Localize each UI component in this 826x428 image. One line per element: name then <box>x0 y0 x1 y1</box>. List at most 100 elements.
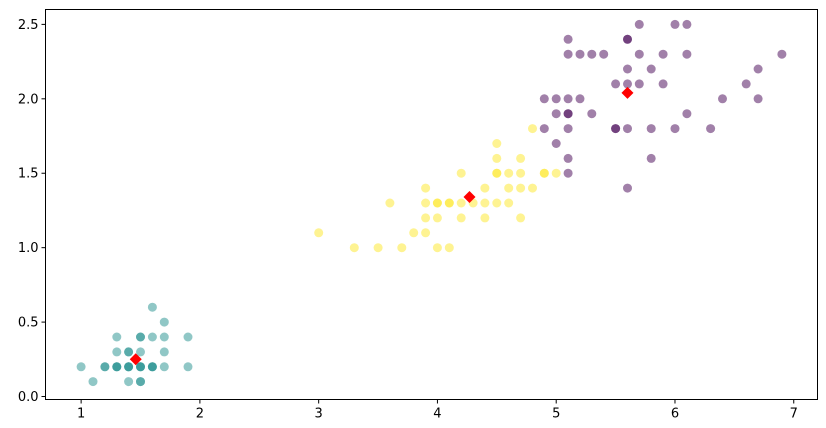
data-point-series-3 <box>611 79 621 89</box>
data-point-series-3 <box>551 139 561 148</box>
x-tick-label: 6 <box>671 407 679 422</box>
y-tick-label: 2.5 <box>18 18 39 33</box>
data-point-series-2 <box>492 168 502 178</box>
data-point-series-2 <box>444 198 454 208</box>
data-point-series-3 <box>563 94 573 104</box>
data-point-series-2 <box>349 243 359 253</box>
data-point-series-1 <box>136 332 145 342</box>
data-point-series-3 <box>753 64 763 74</box>
data-point-series-2 <box>480 213 490 223</box>
data-point-series-3 <box>658 79 668 89</box>
data-point-series-3 <box>563 34 573 44</box>
data-point-series-3 <box>575 94 585 104</box>
data-point-series-1 <box>124 377 134 387</box>
data-point-series-3 <box>587 49 597 59</box>
data-point-series-3 <box>682 49 692 59</box>
data-point-series-1 <box>159 362 169 372</box>
data-point-series-3 <box>646 64 656 74</box>
data-point-series-3 <box>551 109 561 119</box>
data-point-series-3 <box>539 124 549 134</box>
data-point-series-3 <box>623 183 632 193</box>
y-tick-label: 1.0 <box>18 241 39 256</box>
data-point-series-2 <box>456 198 466 208</box>
data-point-series-3 <box>670 19 680 29</box>
data-point-series-2 <box>492 198 502 208</box>
data-point-series-1 <box>136 362 145 372</box>
data-point-series-1 <box>183 332 193 342</box>
data-point-series-3 <box>575 49 585 59</box>
data-point-series-2 <box>492 153 502 163</box>
x-tick-label: 3 <box>315 407 323 422</box>
data-point-series-3 <box>753 94 763 104</box>
data-point-series-3 <box>551 94 561 104</box>
data-point-series-1 <box>124 362 134 372</box>
data-point-series-2 <box>421 183 431 193</box>
x-tick-label: 5 <box>552 407 560 422</box>
data-point-series-2 <box>516 213 526 223</box>
data-point-series-2 <box>373 243 383 253</box>
data-point-series-2 <box>516 183 526 193</box>
data-point-series-3 <box>646 124 656 134</box>
x-tick-label: 4 <box>433 407 441 422</box>
data-point-series-2 <box>421 198 431 208</box>
data-point-series-3 <box>670 124 680 134</box>
data-point-series-3 <box>623 64 632 74</box>
y-tick-label: 1.5 <box>18 167 39 182</box>
data-point-series-2 <box>444 243 454 253</box>
data-point-series-1 <box>76 362 86 372</box>
data-point-series-2 <box>551 168 561 178</box>
y-tick-label: 2.0 <box>18 92 39 107</box>
data-point-series-2 <box>432 198 442 208</box>
data-point-series-2 <box>528 124 537 134</box>
plot-frame <box>45 9 818 400</box>
y-tick-label: 0.5 <box>18 316 39 331</box>
data-point-series-1 <box>112 332 122 342</box>
data-point-series-2 <box>432 213 442 223</box>
data-point-series-1 <box>124 347 134 357</box>
data-point-series-3 <box>682 109 692 119</box>
data-point-series-3 <box>658 49 668 59</box>
data-point-series-3 <box>563 168 573 178</box>
data-point-series-3 <box>634 19 644 29</box>
data-point-series-3 <box>741 79 751 89</box>
points-layer <box>76 19 787 387</box>
data-point-series-2 <box>539 168 549 178</box>
data-point-series-2 <box>492 139 502 148</box>
data-point-series-2 <box>421 213 431 223</box>
data-point-series-2 <box>409 228 419 238</box>
data-point-series-1 <box>159 317 169 327</box>
data-point-series-2 <box>456 168 466 178</box>
y-axis: 0.0 0.5 1.0 1.5 2.0 2.5 <box>18 18 46 405</box>
data-point-series-3 <box>587 109 597 119</box>
x-tick-label: 7 <box>790 407 798 422</box>
data-point-series-3 <box>634 79 644 89</box>
data-point-series-3 <box>611 124 621 134</box>
data-point-series-1 <box>147 332 157 342</box>
data-point-series-1 <box>112 347 122 357</box>
data-point-series-2 <box>528 183 537 193</box>
data-point-series-1 <box>136 377 145 387</box>
data-point-series-3 <box>563 49 573 59</box>
data-point-series-3 <box>706 124 716 134</box>
data-point-series-2 <box>397 243 407 253</box>
data-point-series-2 <box>421 228 431 238</box>
data-point-series-2 <box>432 243 442 253</box>
centroid-layer <box>129 86 634 366</box>
x-tick-label: 2 <box>196 407 204 422</box>
data-point-series-1 <box>159 332 169 342</box>
data-point-series-1 <box>88 377 98 387</box>
centroid-marker <box>129 353 142 366</box>
data-point-series-3 <box>563 124 573 134</box>
x-tick-label: 1 <box>77 407 85 422</box>
data-point-series-3 <box>646 153 656 163</box>
data-point-series-3 <box>563 153 573 163</box>
data-point-series-3 <box>623 124 632 134</box>
data-point-series-2 <box>480 198 490 208</box>
y-tick-label: 0.0 <box>18 390 39 405</box>
data-point-series-1 <box>147 302 157 312</box>
data-point-series-2 <box>504 168 514 178</box>
data-point-series-2 <box>385 198 395 208</box>
centroid-marker <box>463 191 476 204</box>
data-point-series-3 <box>539 94 549 104</box>
